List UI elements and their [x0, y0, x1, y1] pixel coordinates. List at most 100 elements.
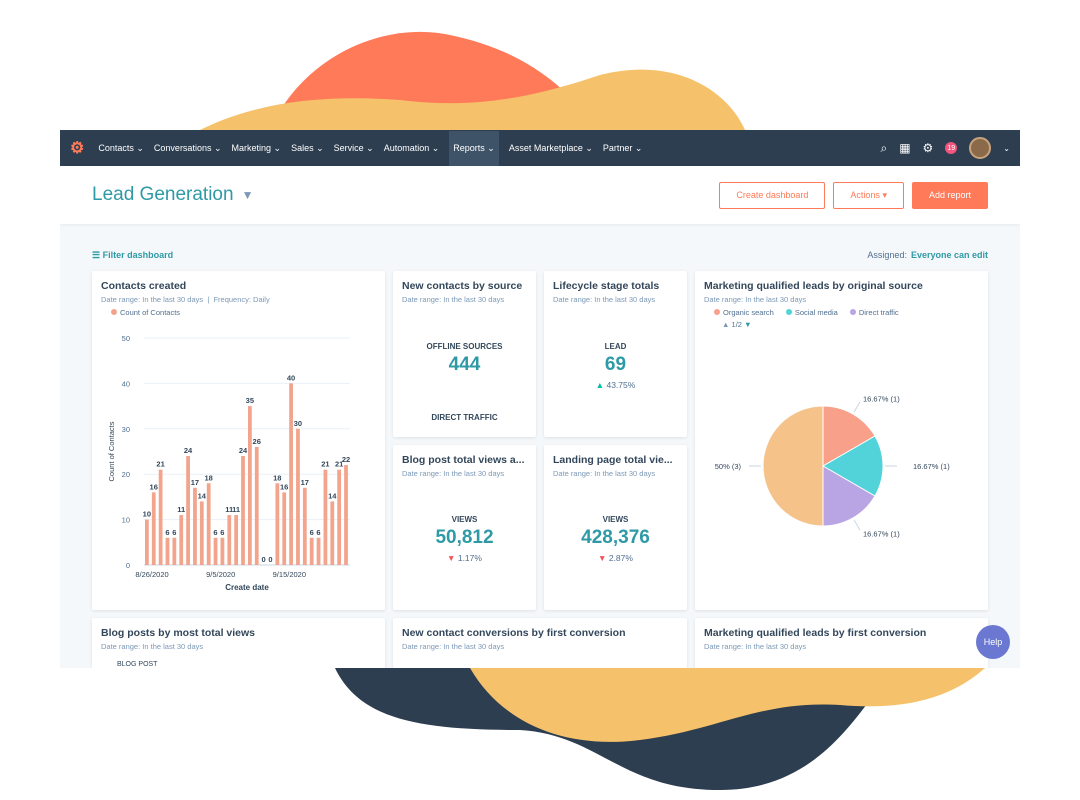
bar: [337, 469, 342, 565]
notification-badge[interactable]: 19: [945, 142, 958, 154]
pie-slice: [822, 465, 876, 527]
mql-first-conversion-card: Marketing qualified leads by first conve…: [695, 618, 988, 668]
bar: [309, 537, 314, 565]
assigned-label: Assigned:: [867, 250, 907, 260]
create-dashboard-button[interactable]: Create dashboard: [719, 181, 826, 209]
data-label: 21: [156, 460, 164, 469]
nav-item-asset-marketplace[interactable]: Asset Marketplace ⌄: [508, 142, 593, 153]
nav-label: Automation: [383, 142, 430, 153]
avatar[interactable]: [969, 137, 992, 159]
card-title: Marketing qualified leads by original so…: [704, 280, 923, 292]
add-report-button[interactable]: Add report: [911, 181, 988, 209]
bar: [330, 501, 335, 565]
search-icon[interactable]: ⌕: [880, 140, 888, 155]
bar: [248, 406, 252, 565]
assigned-value-link[interactable]: Everyone can edit: [910, 250, 988, 260]
data-label: 35: [246, 396, 254, 405]
kpi-label: DIRECT TRAFFIC: [431, 413, 498, 422]
page-title[interactable]: Lead Generation: [92, 184, 234, 205]
legend-label: Organic search: [723, 308, 774, 317]
data-label: 6: [213, 528, 217, 537]
card-title: Blog post total views a...: [402, 454, 525, 466]
landing-views-card: Landing page total vie... Date range: In…: [544, 445, 687, 610]
nav-item-conversations[interactable]: Conversations ⌄: [153, 142, 222, 153]
bar: [275, 483, 280, 565]
date-range: Date range: In the last 30 days: [553, 469, 656, 478]
kpi-label: VIEWS: [602, 515, 629, 524]
nav-item-contacts[interactable]: Contacts ⌄: [98, 142, 144, 153]
kpi-label: OFFLINE SOURCES: [426, 342, 503, 351]
data-label: 14: [198, 491, 207, 500]
data-label: 6: [172, 528, 176, 537]
nav-item-partner[interactable]: Partner ⌄: [602, 142, 643, 153]
card-title: Blog posts by most total views: [101, 627, 256, 639]
hubspot-logo-icon[interactable]: ⚙: [70, 140, 85, 157]
bar: [282, 492, 287, 565]
kpi-value: 444: [448, 354, 481, 375]
data-label: 16: [150, 482, 158, 491]
nav-item-reports[interactable]: Reports ⌄: [449, 130, 499, 166]
chevron-down-icon[interactable]: ⌄: [1003, 143, 1010, 153]
marketplace-icon[interactable]: ▦: [899, 141, 911, 155]
data-label: 30: [294, 419, 302, 428]
bar: [296, 428, 300, 565]
nav-item-marketing[interactable]: Marketing ⌄: [231, 142, 282, 153]
legend-item[interactable]: Organic search: [714, 308, 774, 317]
legend-label: Social media: [794, 308, 838, 317]
legend-label: Count of Contacts: [120, 308, 181, 317]
date-range: Date range: In the last 30 days: [704, 295, 807, 304]
arrow-up-icon: ▲: [595, 380, 605, 390]
nav-item-service[interactable]: Service ⌄: [333, 142, 374, 153]
caret-down-icon[interactable]: ▼: [241, 188, 254, 202]
nav-item-automation[interactable]: Automation ⌄: [383, 142, 440, 153]
help-button[interactable]: Help: [976, 625, 1010, 659]
date-range: Date range: In the last 30 days: [553, 295, 656, 304]
mql-source-card: Marketing qualified leads by original so…: [695, 271, 988, 610]
leader-line: [853, 519, 861, 531]
legend-next-icon[interactable]: ▼: [744, 320, 752, 329]
bar: [158, 469, 163, 565]
x-tick-label: 9/15/2020: [273, 570, 306, 579]
date-range: Date range: In the last 30 days: [101, 295, 204, 304]
bar: [220, 537, 225, 565]
card-title: Contacts created: [101, 280, 187, 292]
bar: [145, 519, 149, 565]
frequency: Frequency: Daily: [213, 295, 270, 304]
filter-bar: ☰ Filter dashboard Assigned: Everyone can…: [92, 250, 988, 261]
y-axis-label: Count of Contacts: [107, 421, 116, 481]
top-nav: ⚙ Contacts ⌄ Conversations ⌄ Marketing ⌄ Sa…: [60, 130, 1020, 166]
kpi-value: 428,376: [581, 527, 650, 548]
bar: [254, 446, 259, 565]
bar: [289, 383, 293, 565]
card-title: New contacts by source: [402, 280, 523, 292]
nav-label: Contacts: [98, 142, 134, 153]
kpi-value: 69: [604, 354, 627, 375]
legend-prev-icon[interactable]: ▲: [722, 320, 730, 329]
kpi-label: LEAD: [604, 342, 627, 351]
bar: [241, 456, 245, 565]
gear-icon[interactable]: ⚙: [922, 141, 934, 155]
bar: [179, 515, 184, 565]
blog-posts-card: Blog posts by most total views Date rang…: [92, 618, 385, 668]
kpi-change: 1.17%: [457, 553, 482, 563]
nav-label: Conversations: [153, 142, 212, 153]
data-label: 17: [301, 478, 309, 487]
pie-chart: 16.67% (1) 16.67% (1) 16.67% (1) 50% (3): [715, 394, 950, 538]
bar: [213, 537, 218, 565]
nav-item-sales[interactable]: Sales ⌄: [291, 142, 324, 153]
filter-dashboard-link[interactable]: ☰ Filter dashboard: [92, 250, 173, 261]
data-label: 11: [177, 505, 185, 514]
slice-label: 16.67% (1): [913, 462, 950, 471]
date-range: Date range: In the last 30 days: [402, 642, 505, 651]
data-label: 0: [268, 555, 272, 564]
kpi-value: 50,812: [435, 527, 494, 548]
y-tick-label: 10: [122, 516, 130, 525]
lifecycle-card: Lifecycle stage totals Date range: In th…: [544, 271, 687, 437]
actions-button[interactable]: Actions ▾: [833, 181, 904, 209]
x-tick-label: 9/5/2020: [206, 570, 235, 579]
data-label: 24: [239, 446, 248, 455]
legend-item[interactable]: Social media: [785, 308, 838, 317]
bar: [151, 492, 156, 565]
legend-item[interactable]: Direct traffic: [849, 308, 899, 317]
bar: [193, 487, 197, 565]
